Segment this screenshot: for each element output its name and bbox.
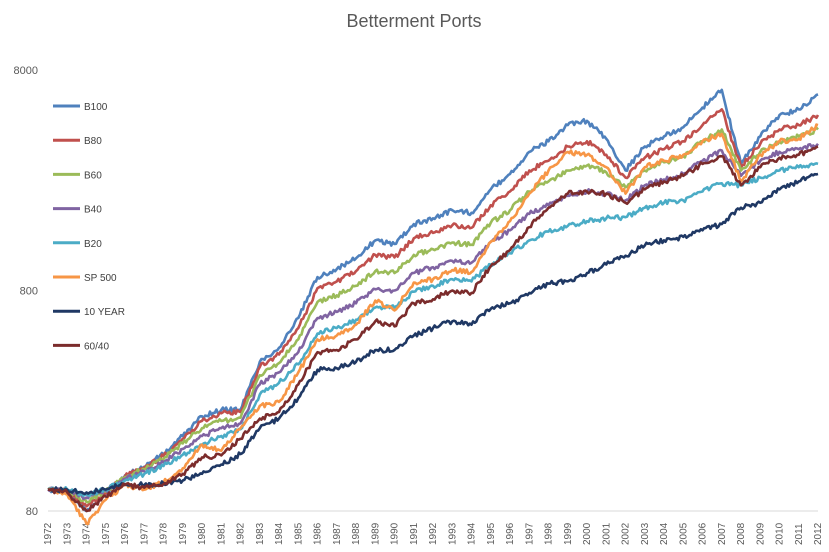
x-tick-label: 1983 [255,522,266,545]
y-tick-label: 80 [26,506,38,518]
x-tick-label: 2003 [640,522,651,545]
x-tick-label: 1981 [216,522,227,545]
x-tick-label: 1978 [159,522,170,545]
legend-label: B20 [84,239,102,250]
series-line-10-year [48,172,819,496]
x-tick-label: 2006 [698,522,709,545]
x-tick-label: 1980 [197,522,208,545]
x-tick-label: 2012 [813,522,824,545]
x-tick-label: 1992 [428,522,439,545]
x-tick-label: 1974 [82,522,93,545]
legend: B100 B80 B60 B40 B20 SP 500 10 YEAR 60/40 [53,102,125,352]
series-line-60-40 [47,145,819,513]
legend-label: B60 [84,170,102,181]
x-tick-label: 1986 [313,522,324,545]
x-tick-label: 1976 [120,522,131,545]
x-tick-label: 1973 [62,522,73,545]
x-tick-label: 1972 [43,522,54,545]
x-tick-label: 1975 [101,522,112,545]
x-tick-label: 2000 [582,522,593,545]
x-tick-label: 1996 [505,522,516,545]
x-tick-label: 1998 [544,522,555,545]
x-tick-label: 1999 [563,522,574,545]
x-tick-label: 2008 [736,522,747,545]
x-tick-label: 1977 [139,522,150,545]
legend-label: 10 YEAR [84,307,125,318]
x-tick-label: 2001 [601,522,612,545]
x-tick-label: 2007 [717,522,728,545]
x-tick-label: 1984 [274,522,285,545]
x-tick-label: 1989 [370,522,381,545]
y-tick-label: 8000 [14,65,38,77]
x-tick-label: 1991 [409,522,420,545]
x-tick-label: 1995 [486,522,497,545]
chart-title: Betterment Ports [346,11,481,31]
x-tick-label: 1997 [524,522,535,545]
x-tick-label: 1982 [236,522,247,545]
x-tick-label: 1988 [351,522,362,545]
series-line-sp-500 [47,123,819,526]
series-line-b20 [47,162,819,498]
x-tick-label: 2002 [621,522,632,545]
x-tick-label: 1994 [467,522,478,545]
y-tick-label: 800 [20,286,38,298]
legend-label: B80 [84,136,102,147]
x-axis: 1972 1973 1974 1975 1976 1977 1978 1979 1980 1981… [43,510,824,545]
x-tick-label: 1990 [390,522,401,545]
legend-label: 60/40 [84,341,109,352]
x-tick-label: 2004 [659,522,670,545]
x-tick-label: 1979 [178,522,189,545]
series-lines [47,88,820,526]
series-line-b80 [47,108,820,508]
legend-label: B40 [84,205,102,216]
series-line-b40 [47,142,819,501]
x-tick-label: 2005 [678,522,689,545]
x-tick-label: 2009 [755,522,766,545]
x-tick-label: 1993 [447,522,458,545]
x-tick-label: 1985 [293,522,304,545]
y-axis: 80 800 8000 [14,65,38,518]
legend-label: B100 [84,102,108,113]
legend-label: SP 500 [84,273,117,284]
x-tick-label: 1987 [332,522,343,545]
series-line-b60 [47,126,819,504]
x-tick-label: 2011 [794,523,805,545]
x-tick-label: 2010 [775,522,786,545]
